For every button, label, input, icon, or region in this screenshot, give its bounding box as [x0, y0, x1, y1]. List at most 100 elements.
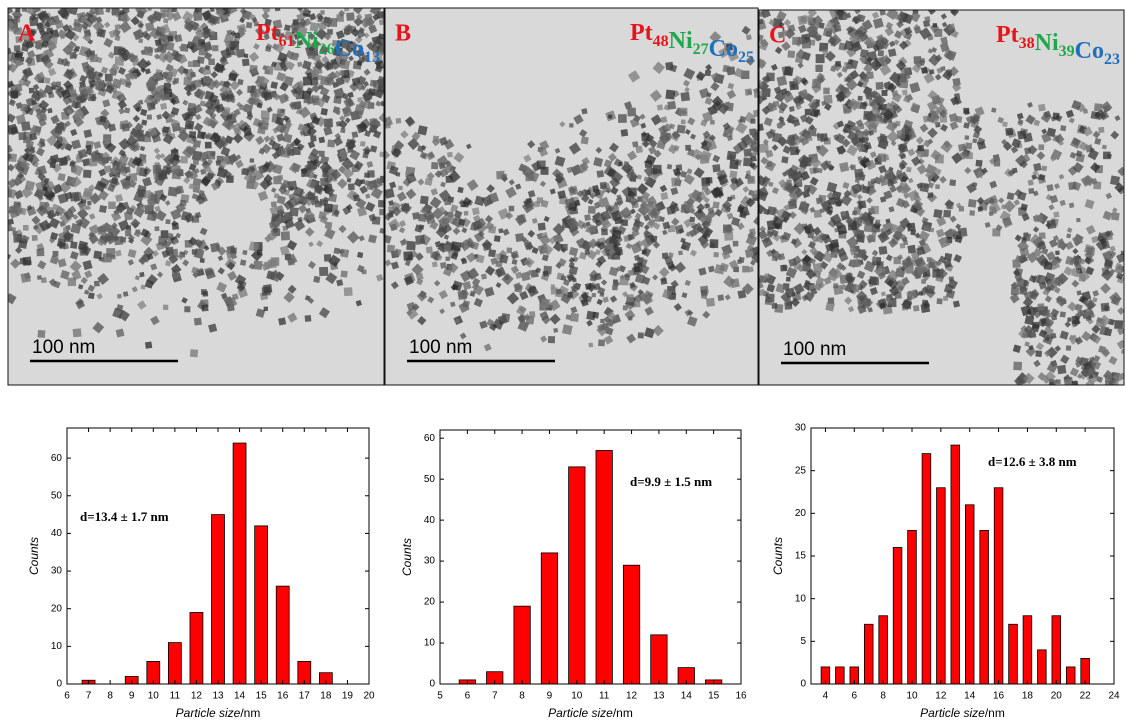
nanoparticle: [660, 192, 668, 200]
nanoparticle: [321, 108, 328, 115]
x-axis-label-italic: Particle size: [920, 706, 985, 720]
nanoparticle: [924, 16, 930, 22]
nanoparticle: [897, 130, 905, 138]
nanoparticle: [79, 86, 85, 92]
nanoparticle: [365, 180, 371, 186]
nanoparticle: [900, 183, 907, 190]
nanoparticle: [240, 259, 246, 265]
nanoparticle: [418, 214, 426, 222]
bar: [951, 445, 960, 684]
nanoparticle: [123, 291, 129, 297]
nanoparticle: [22, 257, 31, 266]
nanoparticle: [660, 132, 669, 141]
nanoparticle: [621, 129, 629, 137]
nanoparticle: [145, 342, 152, 349]
nanoparticle: [786, 277, 791, 282]
nanoparticle: [1068, 182, 1076, 190]
nanoparticle: [165, 42, 174, 51]
nanoparticle: [816, 197, 823, 204]
nanoparticle: [242, 250, 247, 255]
nanoparticle: [943, 210, 951, 218]
nanoparticle: [227, 114, 232, 119]
nanoparticle: [283, 215, 289, 221]
y-axis-label: Counts: [400, 538, 414, 576]
nanoparticle: [212, 45, 218, 51]
nanoparticle: [315, 200, 322, 207]
scale-bar-label: 100 nm: [32, 337, 95, 358]
nanoparticle: [174, 34, 182, 42]
nanoparticle: [627, 108, 636, 117]
bar: [514, 606, 530, 684]
nanoparticle: [588, 206, 596, 214]
nanoparticle: [193, 159, 199, 165]
nanoparticle: [53, 251, 59, 257]
nanoparticle: [972, 138, 977, 143]
tem-image: APt61Ni26Co13100 nm: [4, 3, 389, 385]
nanoparticle: [689, 217, 695, 223]
bar: [922, 454, 931, 684]
nanoparticle: [747, 176, 755, 184]
nanoparticle: [581, 136, 589, 144]
nanoparticle: [26, 70, 32, 76]
nanoparticle: [21, 121, 31, 131]
nanoparticle: [677, 125, 686, 134]
element: Pt: [630, 20, 653, 46]
y-tick-label: 20: [424, 597, 436, 608]
nanoparticle: [598, 339, 605, 346]
nanoparticle: [184, 306, 190, 312]
nanoparticle: [1072, 381, 1078, 387]
nanoparticle: [1049, 382, 1054, 387]
nanoparticle: [319, 267, 328, 276]
subscript: 39: [1059, 43, 1075, 60]
nanoparticle: [165, 219, 170, 224]
nanoparticle: [153, 165, 162, 174]
nanoparticle: [1060, 311, 1066, 317]
x-tick-label: 11: [599, 691, 610, 702]
nanoparticle: [928, 192, 934, 198]
nanoparticle: [163, 83, 171, 91]
nanoparticle: [1056, 379, 1061, 384]
x-tick-label: 6: [465, 691, 471, 702]
nanoparticle: [108, 201, 116, 209]
nanoparticle: [959, 206, 965, 212]
nanoparticle: [729, 160, 738, 169]
nanoparticle: [303, 76, 313, 86]
nanoparticle: [662, 253, 668, 259]
nanoparticle: [607, 243, 614, 250]
nanoparticle: [37, 275, 42, 280]
x-tick-label: 12: [191, 691, 203, 702]
nanoparticle: [978, 206, 983, 211]
x-tick-label: 10: [571, 691, 583, 702]
nanoparticle: [1038, 104, 1046, 112]
nanoparticle: [989, 206, 997, 214]
bar: [255, 526, 268, 684]
nanoparticle: [442, 217, 450, 225]
nanoparticle: [933, 209, 942, 218]
nanoparticle: [257, 250, 263, 256]
nanoparticle: [115, 24, 121, 30]
y-tick-label: 10: [795, 593, 807, 604]
nanoparticle: [228, 73, 237, 82]
nanoparticle: [628, 270, 634, 276]
y-tick-label: 30: [424, 556, 436, 567]
nanoparticle: [1028, 188, 1034, 194]
nanoparticle: [73, 328, 82, 337]
nanoparticle: [249, 65, 258, 74]
nanoparticle: [965, 142, 972, 149]
nanoparticle: [415, 235, 425, 245]
tem-background: [759, 10, 1124, 385]
nanoparticle: [1046, 184, 1053, 191]
nanoparticle: [553, 328, 558, 333]
nanoparticle: [738, 257, 744, 263]
nanoparticle: [705, 204, 710, 209]
nanoparticle: [167, 35, 173, 41]
x-tick-label: 10: [148, 691, 160, 702]
nanoparticle: [1037, 303, 1044, 310]
nanoparticle: [1042, 165, 1048, 171]
nanoparticle: [662, 277, 666, 281]
nanoparticle: [278, 317, 286, 325]
plot-frame: [440, 430, 741, 684]
nanoparticle: [767, 220, 777, 230]
subscript: 23: [1104, 51, 1120, 68]
x-tick-label: 9: [129, 691, 135, 702]
